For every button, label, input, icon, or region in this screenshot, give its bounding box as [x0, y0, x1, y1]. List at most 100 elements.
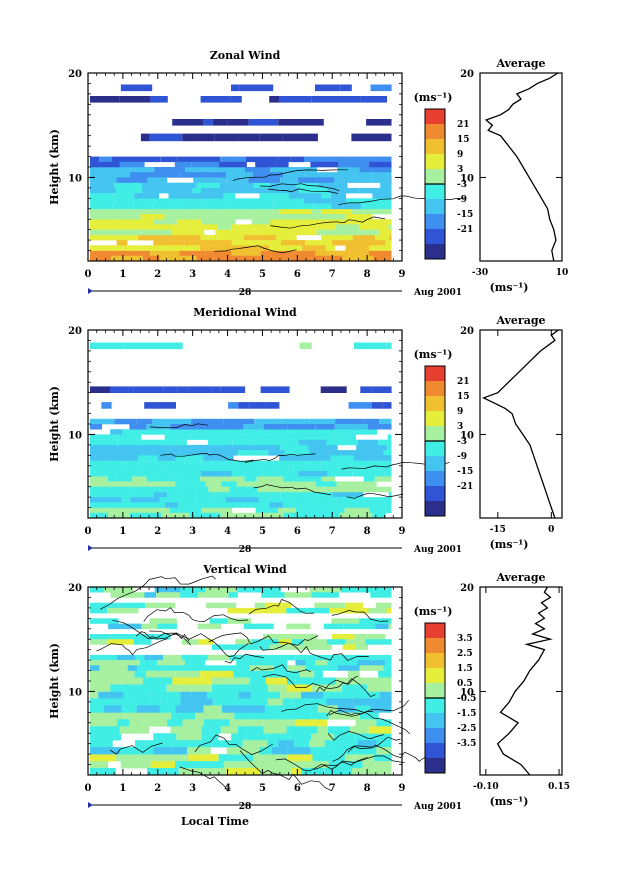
wind-cell	[262, 719, 295, 727]
wind-cell	[120, 677, 143, 685]
wind-cell	[121, 208, 141, 215]
wind-cell	[151, 712, 172, 720]
wind-cell	[90, 670, 110, 678]
colorbar-tick-label: -9	[457, 452, 467, 462]
wind-cell	[90, 639, 108, 645]
wind-cell	[175, 670, 201, 678]
wind-cell	[378, 156, 392, 163]
wind-cell	[130, 497, 160, 503]
contour-line	[135, 631, 192, 646]
wind-cell	[303, 639, 327, 645]
x-tick-label: 3	[189, 269, 196, 280]
wind-cell	[199, 444, 210, 451]
wind-cell	[120, 84, 139, 92]
wind-cell	[120, 481, 151, 487]
wind-cell	[211, 502, 245, 508]
wind-cell	[217, 224, 232, 230]
wind-cell	[122, 245, 143, 251]
colorbar-swatch	[425, 396, 445, 412]
wind-cell	[298, 439, 327, 446]
wind-cell	[231, 240, 250, 246]
average-x-tick-label: 0.15	[548, 782, 570, 792]
wind-cell	[179, 497, 196, 503]
wind-cell	[145, 670, 176, 678]
wind-cell	[224, 761, 235, 769]
wind-cell	[221, 712, 235, 720]
day-marker: 28	[239, 545, 252, 555]
wind-cell	[238, 691, 252, 699]
wind-cell	[372, 512, 387, 519]
colorbar-tick-label: 9	[457, 150, 463, 160]
wind-cell	[129, 719, 144, 727]
wind-cell	[220, 156, 247, 163]
wind-cell	[117, 439, 130, 446]
colorbar-tick-label: 21	[457, 120, 470, 130]
contour-line	[260, 183, 340, 192]
colorbar-swatch	[425, 668, 445, 684]
wind-cell	[359, 224, 389, 230]
wind-cell	[163, 654, 182, 661]
wind-cell	[372, 450, 384, 456]
wind-cell	[288, 465, 321, 472]
wind-cell	[253, 754, 263, 762]
wind-cell	[266, 224, 286, 230]
wind-cell	[90, 634, 111, 640]
wind-cell	[252, 208, 279, 215]
wind-cell	[153, 733, 177, 741]
wind-cell	[231, 471, 266, 477]
average-y-tick-label: 10	[460, 430, 474, 441]
wind-cell	[263, 726, 287, 734]
contour-line	[224, 653, 264, 664]
wind-cell	[380, 245, 392, 251]
wind-cell	[233, 670, 263, 678]
wind-cell	[279, 187, 300, 194]
wind-cell	[220, 726, 238, 734]
wind-cell	[226, 214, 254, 220]
wind-cell	[299, 342, 312, 350]
contour-line	[99, 575, 216, 610]
x-tick-label: 5	[259, 526, 266, 537]
wind-cell	[90, 607, 108, 614]
wind-cell	[340, 486, 357, 493]
wind-cell	[149, 705, 160, 713]
wind-cell	[190, 224, 218, 230]
wind-cell	[259, 768, 291, 776]
contour-line	[332, 736, 401, 762]
wind-cell	[238, 684, 251, 692]
wind-cell	[339, 84, 352, 92]
wind-cell	[195, 497, 213, 503]
colorbar-swatch	[425, 366, 445, 382]
wind-cell	[310, 161, 339, 168]
wind-cell	[110, 684, 124, 692]
wind-cell	[337, 167, 360, 173]
wind-cell	[227, 618, 252, 624]
wind-cell	[167, 491, 196, 498]
wind-cell	[287, 119, 310, 126]
wind-cell	[253, 444, 281, 451]
wind-cell	[133, 198, 148, 204]
wind-cell	[90, 424, 102, 430]
wind-cell	[180, 592, 199, 598]
wind-cell	[379, 84, 392, 92]
wind-cell	[162, 665, 193, 671]
wind-cell	[209, 177, 218, 183]
wind-cell	[201, 172, 227, 178]
wind-cell	[90, 471, 102, 477]
wind-cell	[171, 712, 196, 720]
wind-cell	[144, 402, 176, 409]
wind-cell	[205, 587, 237, 593]
wind-cell	[144, 747, 154, 755]
wind-cell	[103, 587, 134, 593]
wind-cell	[218, 161, 247, 168]
colorbar-tick-label: 2.5	[457, 649, 473, 659]
wind-cell	[178, 768, 197, 776]
colorbar-swatch	[425, 184, 445, 200]
wind-cell	[359, 618, 392, 624]
wind-cell	[377, 187, 392, 194]
wind-cell	[150, 342, 183, 350]
average-title: Average	[495, 314, 545, 327]
wind-cell	[170, 418, 192, 425]
wind-cell	[99, 156, 112, 163]
wind-cell	[119, 726, 139, 734]
wind-cell	[181, 639, 199, 645]
